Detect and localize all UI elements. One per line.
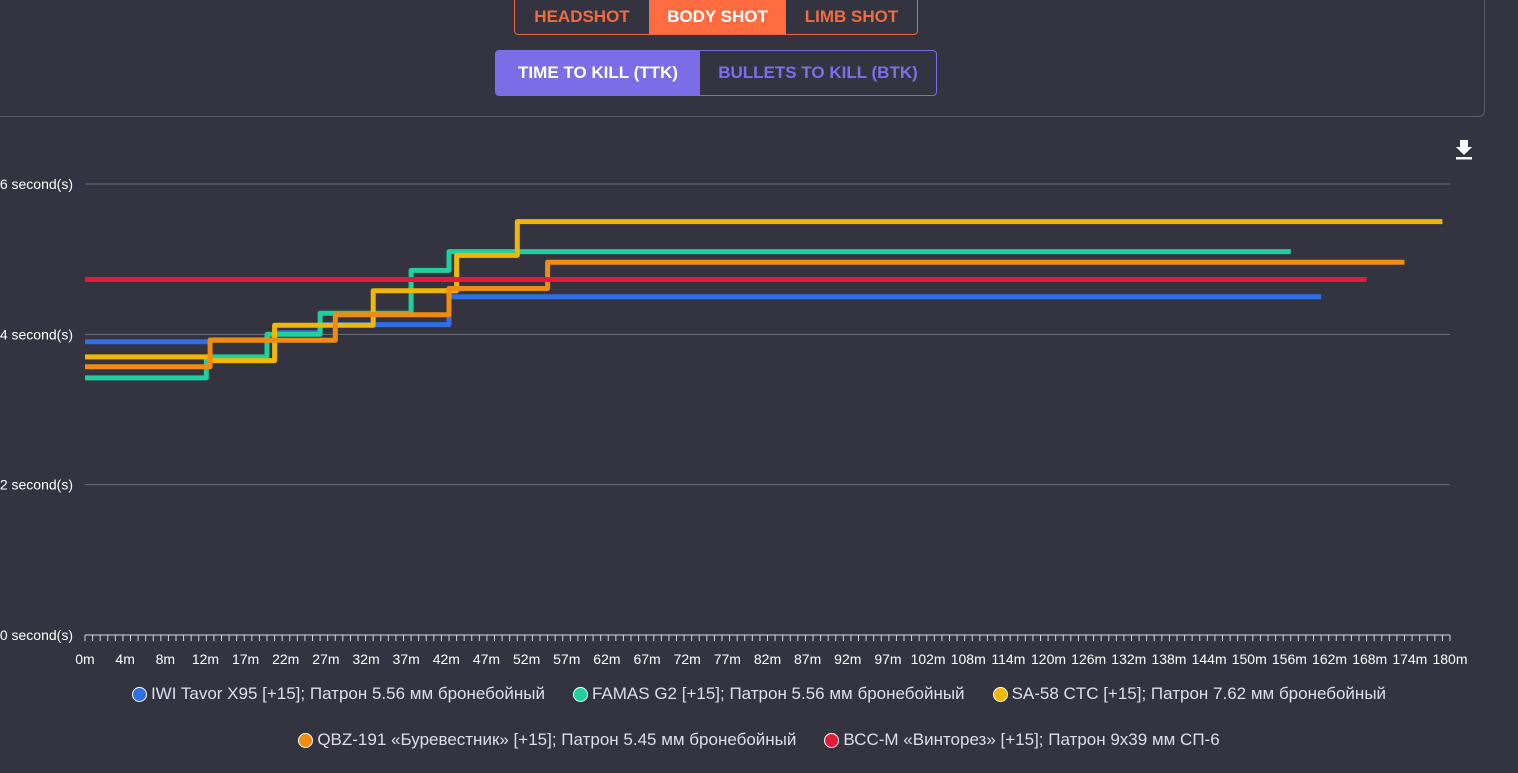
x-tick-label: 97m [874,651,901,667]
legend-row-1: IWI Tavor X95 [+15]; Патрон 5.56 мм брон… [0,684,1518,704]
x-tick-label: 180m [1432,651,1467,667]
limb-shot-tab[interactable]: LIMB SHOT [804,6,899,26]
x-tick-label: 132m [1111,651,1146,667]
legend-dot-icon [824,732,840,748]
x-tick-label: 67m [633,651,660,667]
body-shot-tab[interactable]: BODY SHOT [649,0,786,34]
legend-dot-icon [131,686,147,702]
legend-label: SA-58 CTC [+15]; Патрон 7.62 мм бронебой… [1011,684,1387,703]
x-tick-label: 12m [192,651,219,667]
metric-toggle: TIME TO KILL (TTK) BULLETS TO KILL (BTK) [495,50,937,96]
x-tick-label: 87m [794,651,821,667]
x-tick-label: 8m [156,651,175,667]
x-tick-label: 168m [1352,651,1387,667]
legend-dot-icon [992,686,1008,702]
x-tick-label: 47m [473,651,500,667]
x-tick-label: 52m [513,651,540,667]
x-tick-label: 42m [433,651,460,667]
legend-item[interactable]: FAMAS G2 [+15]; Патрон 5.56 мм бронебойн… [572,684,965,704]
legend-item[interactable]: ВСС-М «Винторез» [+15]; Патрон 9x39 мм С… [824,730,1220,750]
x-tick-label: 27m [312,651,339,667]
x-tick-label: 17m [232,651,259,667]
x-tick-label: 150m [1232,651,1267,667]
x-tick-label: 82m [754,651,781,667]
filter-panel [0,0,1485,117]
x-tick-label: 144m [1192,651,1227,667]
y-tick-label: 0.4 second(s) [0,326,73,342]
x-tick-label: 0m [75,651,94,667]
x-tick-label: 174m [1392,651,1427,667]
x-tick-label: 22m [272,651,299,667]
x-tick-label: 162m [1312,651,1347,667]
legend-dot-icon [572,686,588,702]
legend-dot-icon [298,732,314,748]
x-axis: 0m 4m 8m 12m 17m 22m 27m 32m 37m 42m 47m 52m 57m 62m 6… [75,634,1468,667]
x-tick-label: 37m [393,651,420,667]
x-tick-label: 72m [674,651,701,667]
x-tick-label: 138m [1151,651,1186,667]
x-tick-label: 92m [834,651,861,667]
legend-label: ВСС-М «Винторез» [+15]; Патрон 9x39 мм С… [843,730,1220,749]
legend-item[interactable]: QBZ-191 «Буревестник» [+15]; Патрон 5.45… [298,730,796,750]
legend-label: QBZ-191 «Буревестник» [+15]; Патрон 5.45… [317,730,797,749]
ttk-tab[interactable]: TIME TO KILL (TTK) [496,51,700,95]
download-icon[interactable] [1453,137,1475,161]
x-tick-label: 156m [1272,651,1307,667]
x-tick-label: 108m [951,651,986,667]
x-tick-label: 32m [352,651,379,667]
legend-item[interactable]: SA-58 CTC [+15]; Патрон 7.62 мм бронебой… [992,684,1387,704]
legend-label: FAMAS G2 [+15]; Патрон 5.56 мм бронебойн… [591,684,965,703]
headshot-tab[interactable]: HEADSHOT [534,6,630,26]
y-tick-label: 0 second(s) [0,627,73,643]
y-tick-label: 0.2 second(s) [0,477,73,493]
shot-type-toggle: HEADSHOT BODY SHOT LIMB SHOT [514,0,918,35]
legend-item[interactable]: IWI Tavor X95 [+15]; Патрон 5.56 мм брон… [131,684,545,704]
x-tick-label: 77m [714,651,741,667]
series-line [85,259,1405,370]
series-lines [85,219,1443,381]
btk-tab[interactable]: BULLETS TO KILL (BTK) [718,63,918,82]
x-tick-label: 62m [593,651,620,667]
x-tick-label: 57m [553,651,580,667]
y-tick-label: 0.6 second(s) [0,176,73,192]
x-tick-label: 120m [1031,651,1066,667]
legend-label: IWI Tavor X95 [+15]; Патрон 5.56 мм брон… [150,684,545,703]
legend-row-2: QBZ-191 «Буревестник» [+15]; Патрон 5.45… [0,730,1518,750]
x-tick-label: 4m [115,651,134,667]
x-tick-label: 126m [1071,651,1106,667]
y-axis-labels: 0 second(s) 0.2 second(s) 0.4 second(s) 0.6… [0,176,73,643]
x-tick-label: 102m [911,651,946,667]
x-tick-label: 114m [991,651,1025,667]
ttk-chart: 0 second(s) 0.2 second(s) 0.4 second(s) 0.6… [0,176,1468,667]
